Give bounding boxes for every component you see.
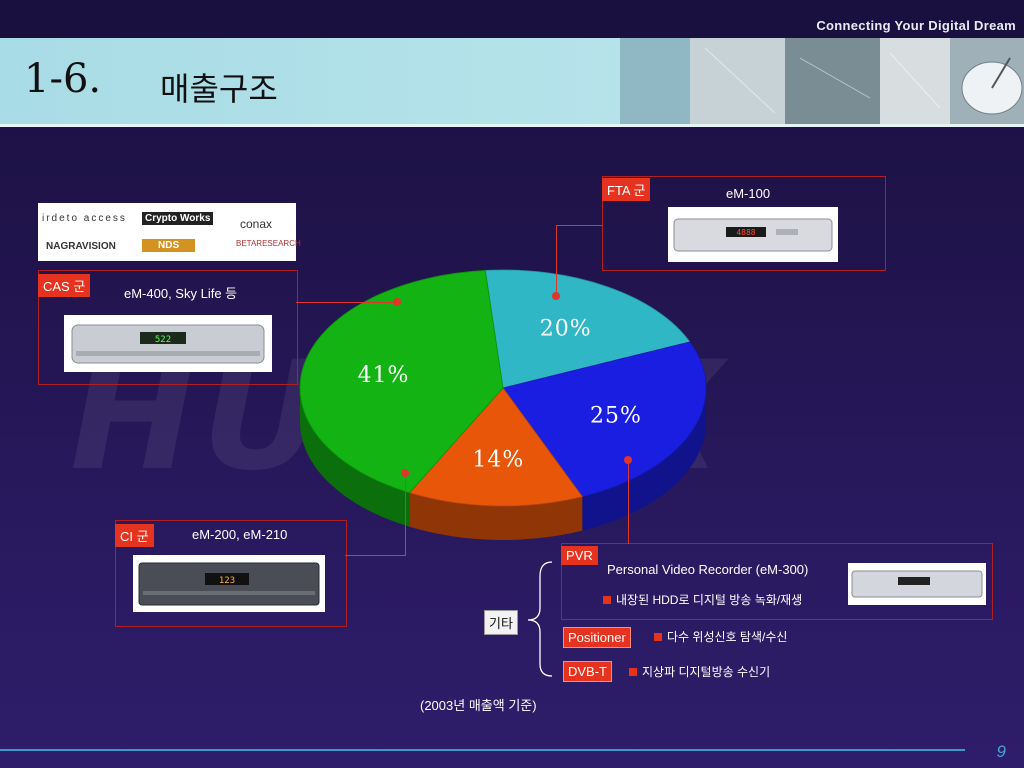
fta-callout: [602, 176, 886, 271]
pie-side-3: [300, 388, 410, 527]
pie-label-1: 25%: [590, 404, 642, 429]
dvbt-tag: DVB-T: [563, 661, 612, 682]
logo-betaresearch: BETARESEARCH: [236, 239, 301, 248]
logo-irdeto: irdeto access: [42, 213, 127, 224]
section-number: 1-6.: [24, 56, 102, 102]
pvr-desc-text: 내장된 HDD로 디지털 방송 녹화/재생: [616, 593, 803, 607]
guide-dot-pvr: [624, 456, 632, 464]
header-photos-image: [620, 38, 1024, 124]
pie-label-0: 20%: [540, 316, 592, 341]
title-band: 1-6. 매출구조: [0, 38, 1024, 127]
pvr-description: 내장된 HDD로 디지털 방송 녹화/재생: [603, 591, 802, 608]
ci-model-label: eM-200, eM-210: [192, 527, 288, 542]
fta-model-label: eM-100: [726, 186, 771, 201]
cas-device-image: 522: [64, 315, 272, 372]
pie-slice-3: [299, 270, 504, 494]
pie-label-3: 41%: [358, 363, 410, 388]
logo-nagravision: NAGRAVISION: [46, 241, 116, 252]
guide-line-fta-v: [556, 225, 557, 297]
guide-line-ci-h: [345, 555, 406, 556]
etc-bracket: [527, 561, 553, 677]
logo-cryptoworks: Crypto Works: [142, 212, 214, 225]
page-title: 매출구조: [160, 70, 278, 108]
pie-side-1: [582, 388, 706, 531]
pie-label-2: 14%: [472, 448, 524, 473]
pvr-model-label: Personal Video Recorder (eM-300): [607, 562, 809, 577]
ci-device-image: 123: [133, 555, 325, 612]
fta-tag: FTA 군: [602, 178, 651, 201]
guide-line-pvr: [628, 460, 629, 544]
positioner-tag: Positioner: [563, 627, 631, 648]
fta-device-image: 4888: [668, 207, 838, 262]
pvr-device-image: [848, 563, 986, 605]
bullet-square: [629, 668, 637, 676]
fta-device-display: 4888: [736, 228, 755, 237]
positioner-desc-text: 다수 위성신호 탐색/수신: [667, 630, 788, 644]
tagline: Connecting Your Digital Dream: [816, 18, 1016, 33]
ci-device-display: 123: [219, 576, 235, 586]
pie-side-2: [409, 492, 583, 540]
guide-line-fta-h: [556, 225, 602, 226]
bottom-rule: [0, 749, 965, 751]
pvr-callout: [561, 543, 993, 620]
logo-conax: conax: [240, 217, 273, 231]
guide-line-ci-v: [405, 474, 406, 556]
cas-tag: CAS 군: [38, 274, 91, 297]
guide-dot-ci: [401, 469, 409, 477]
pie-slice-0: [484, 269, 691, 389]
dvbt-desc-text: 지상파 디지털방송 수신기: [642, 665, 771, 679]
logo-nds: NDS: [142, 239, 196, 252]
guide-dot-cas: [393, 298, 401, 306]
cas-device-display: 522: [155, 335, 171, 345]
bullet-square: [654, 633, 662, 641]
pie-slice-2: [408, 387, 583, 507]
cas-logos-panel: irdeto access Crypto Works conax NAGRAVI…: [38, 203, 301, 261]
guide-line-cas: [296, 302, 400, 303]
dvbt-description: 지상파 디지털방송 수신기: [629, 663, 770, 680]
footnote: (2003년 매출액 기준): [420, 698, 537, 713]
etc-label: 기타: [484, 610, 518, 635]
guide-dot-fta: [552, 292, 560, 300]
cas-model-label: eM-400, Sky Life 등: [124, 286, 238, 301]
pie-slice-1: [502, 341, 707, 498]
pvr-tag: PVR: [561, 546, 598, 565]
top-bar: [0, 0, 1024, 38]
bullet-square: [603, 596, 611, 604]
ci-tag: CI 군: [115, 524, 154, 547]
ci-callout: [115, 520, 347, 627]
header-photo-strip: [620, 38, 1024, 124]
page-number: 9: [996, 742, 1006, 761]
positioner-description: 다수 위성신호 탐색/수신: [654, 628, 787, 645]
cas-callout: [38, 270, 298, 385]
